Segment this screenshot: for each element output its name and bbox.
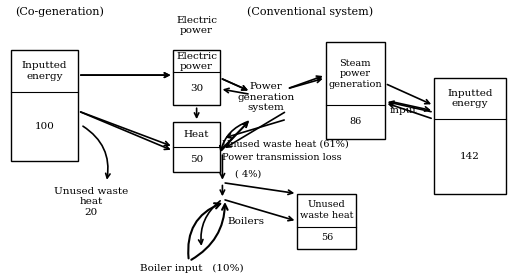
Bar [11,50,78,161]
Text: Power transmission loss: Power transmission loss [222,153,342,162]
Text: Unused
waste heat: Unused waste heat [300,201,354,220]
Text: Power
generation
system: Power generation system [238,82,295,112]
Text: 86: 86 [349,117,361,127]
Bar [297,194,356,249]
Bar [434,78,506,194]
Text: Unused waste heat (61%): Unused waste heat (61%) [222,140,349,148]
Bar [326,42,385,138]
Text: input: input [390,106,418,116]
Text: Electric
power: Electric power [176,52,217,71]
Text: ( 4%): ( 4%) [235,170,262,179]
Text: Unused waste
heat
20: Unused waste heat 20 [54,187,128,217]
Text: Boilers: Boilers [227,217,265,226]
Bar [173,122,220,171]
Text: 30: 30 [190,84,203,93]
Text: (Conventional system): (Conventional system) [247,6,373,17]
Text: 56: 56 [321,233,333,242]
Text: Steam
power
generation: Steam power generation [328,59,382,89]
Text: 50: 50 [190,155,203,164]
Text: Electric
power: Electric power [176,16,217,35]
Text: Inputted
energy: Inputted energy [447,89,493,108]
Text: Heat: Heat [184,130,209,139]
Bar [173,50,220,106]
Text: (Co-generation): (Co-generation) [16,6,104,17]
Text: Boiler input   (10%): Boiler input (10%) [140,263,244,273]
Text: Inputted
energy: Inputted energy [22,61,67,81]
Text: 142: 142 [460,152,480,161]
Text: 100: 100 [35,122,54,130]
